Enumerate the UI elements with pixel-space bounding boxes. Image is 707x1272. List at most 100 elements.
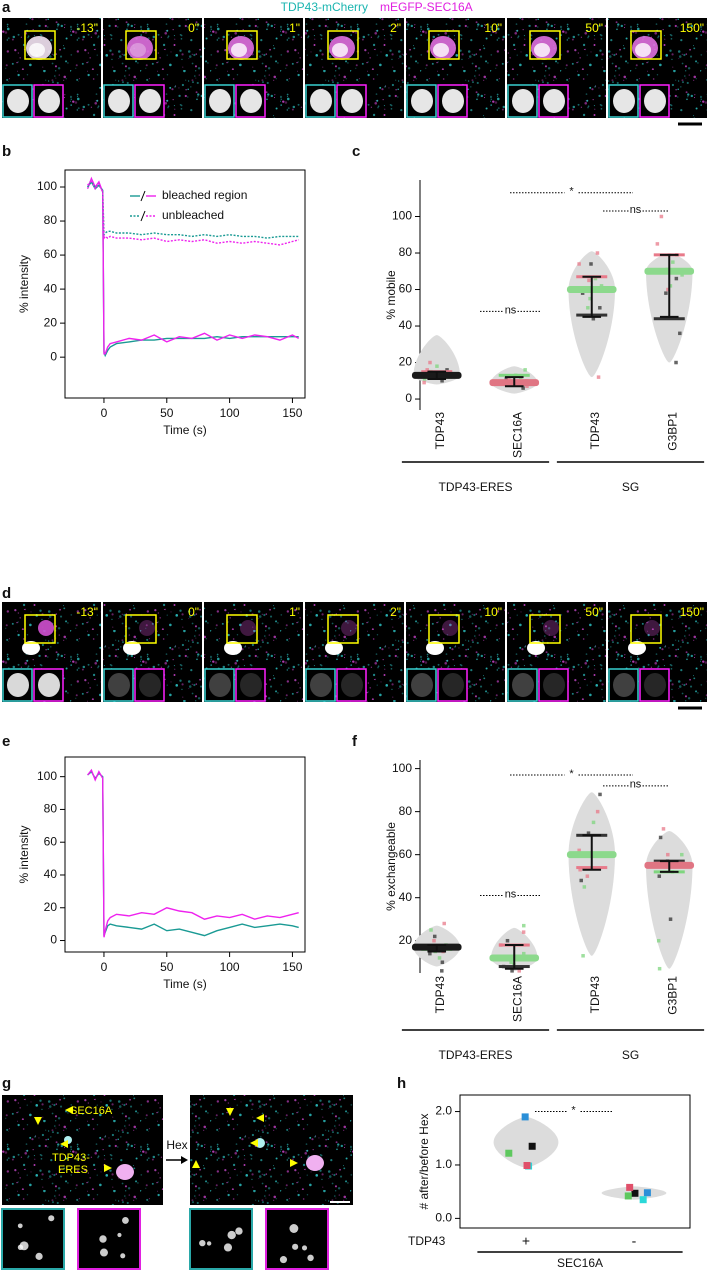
y-tick-label: 0.0 bbox=[435, 1211, 452, 1225]
data-point bbox=[521, 386, 525, 390]
inset-signal bbox=[307, 1254, 314, 1262]
y-tick-label: 0 bbox=[50, 933, 57, 947]
data-point bbox=[596, 375, 601, 379]
legend-label: bleached region bbox=[162, 188, 247, 202]
data-point bbox=[668, 917, 673, 921]
inset-signal bbox=[613, 673, 635, 697]
roi-box bbox=[327, 30, 359, 60]
roi-box bbox=[529, 30, 561, 60]
roi-box bbox=[428, 30, 460, 60]
row-label: TDP43 bbox=[408, 1234, 446, 1248]
x-tick-label: 150 bbox=[282, 960, 302, 974]
group-label: TDP43-ERES bbox=[438, 480, 512, 494]
condensate-core bbox=[130, 43, 146, 57]
arrowhead bbox=[65, 1106, 73, 1114]
plot-frame bbox=[64, 756, 306, 953]
condensate-core bbox=[534, 43, 550, 57]
data-point bbox=[428, 360, 432, 365]
inset bbox=[437, 668, 468, 702]
x-tick-label: + bbox=[522, 1233, 530, 1249]
inset-signal bbox=[206, 1241, 212, 1246]
arrowhead bbox=[250, 1139, 258, 1147]
data-point bbox=[671, 260, 675, 264]
y-axis-label: % exchangeable bbox=[384, 822, 398, 911]
data-point bbox=[432, 934, 437, 939]
data-point bbox=[422, 380, 426, 385]
x-tick-label: SEC16A bbox=[510, 412, 524, 458]
y-tick-label: 20 bbox=[44, 315, 58, 329]
y-tick-label: 100 bbox=[392, 761, 412, 775]
error-bar bbox=[659, 860, 679, 873]
inset bbox=[204, 668, 235, 702]
roi-box bbox=[24, 614, 56, 644]
inset-signal bbox=[17, 1223, 23, 1229]
data-point bbox=[440, 379, 444, 383]
inset-signal bbox=[209, 673, 231, 697]
plot-frame bbox=[64, 169, 306, 399]
inset-signal bbox=[108, 89, 130, 113]
roi-box bbox=[226, 30, 258, 60]
data-point bbox=[581, 954, 585, 958]
inset bbox=[103, 668, 134, 702]
x-tick-label: SEC16A bbox=[510, 976, 524, 1022]
data-line bbox=[87, 768, 299, 938]
data-point bbox=[522, 923, 526, 928]
panel-label: c bbox=[352, 143, 360, 160]
time-label: 0" bbox=[188, 21, 199, 35]
data-line bbox=[87, 178, 299, 246]
y-tick-label: 40 bbox=[44, 281, 58, 295]
data-point bbox=[523, 1162, 531, 1170]
panel-label: a bbox=[2, 0, 11, 16]
data-point bbox=[593, 276, 598, 281]
condensate bbox=[224, 641, 242, 655]
roi-box bbox=[529, 614, 561, 644]
data-point bbox=[582, 885, 587, 889]
data-point bbox=[577, 848, 581, 853]
inset-signal bbox=[512, 89, 534, 113]
data-point bbox=[680, 852, 684, 857]
time-label: 10" bbox=[484, 21, 502, 35]
y-tick-label: 40 bbox=[399, 318, 413, 332]
inset-signal bbox=[341, 89, 363, 113]
data-point bbox=[666, 287, 670, 292]
data-point bbox=[658, 835, 663, 840]
inset-signal bbox=[48, 1215, 55, 1222]
data-point bbox=[579, 878, 583, 883]
data-point bbox=[666, 852, 670, 857]
inset-signal bbox=[301, 1245, 308, 1251]
error-bar bbox=[427, 944, 447, 953]
inset-signal bbox=[341, 673, 363, 697]
data-point bbox=[631, 1189, 639, 1197]
condensate bbox=[240, 620, 256, 636]
error-bar bbox=[427, 370, 447, 380]
y-tick-label: 100 bbox=[37, 179, 57, 193]
annotation: SEC16A bbox=[70, 1105, 113, 1117]
data-point bbox=[657, 874, 662, 878]
violin bbox=[493, 1116, 559, 1168]
time-label: 10" bbox=[484, 605, 502, 619]
y-tick-label: 100 bbox=[392, 209, 412, 223]
replicate-mean bbox=[653, 317, 685, 321]
inset bbox=[189, 1208, 253, 1270]
replicate-mean bbox=[498, 373, 530, 377]
error-bar bbox=[659, 253, 679, 318]
y-tick-label: 1.0 bbox=[435, 1157, 452, 1171]
y-tick-label: 60 bbox=[44, 247, 58, 261]
inset-signal bbox=[310, 89, 332, 113]
time-label: 150" bbox=[680, 605, 704, 619]
y-axis-label: % intensity bbox=[17, 255, 31, 313]
inset-signal bbox=[411, 673, 433, 697]
data-point bbox=[437, 956, 442, 960]
time-label: 0" bbox=[188, 605, 199, 619]
arrowhead bbox=[34, 1117, 42, 1125]
data-point bbox=[587, 278, 591, 283]
data-point bbox=[598, 306, 602, 310]
panel-label: b bbox=[2, 143, 11, 160]
y-tick-label: 20 bbox=[399, 355, 413, 369]
error-bar bbox=[582, 834, 602, 871]
arrowhead bbox=[104, 1164, 112, 1172]
data-point bbox=[595, 809, 600, 814]
condensate bbox=[644, 620, 660, 636]
